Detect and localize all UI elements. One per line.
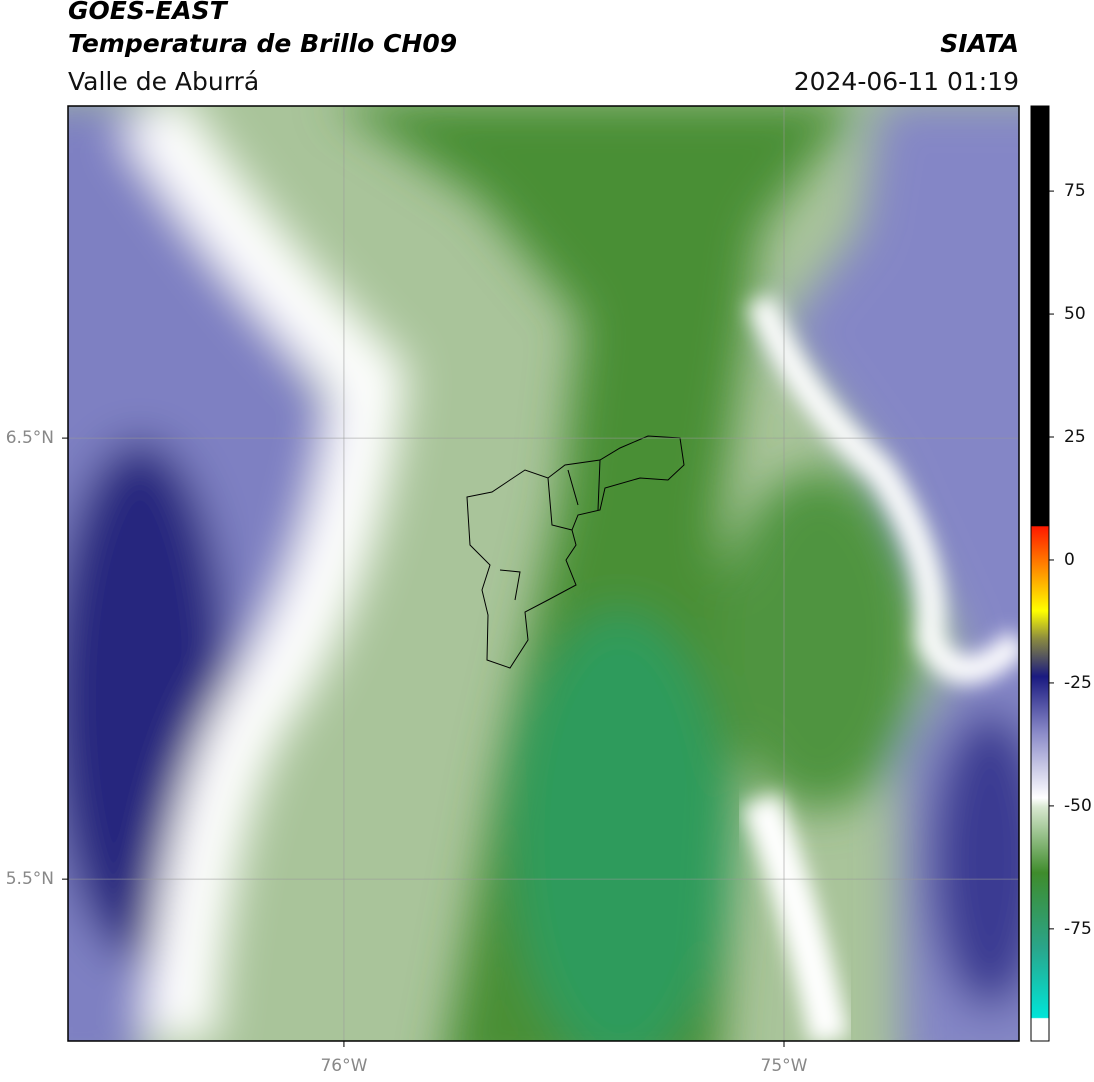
temperature-field [68,106,1019,1041]
colorbar-tick-label: -75 [1064,919,1092,939]
colorbar [1030,105,1050,1042]
map-frame [67,105,1020,1042]
cold-east-core [930,710,1019,1010]
colorbar-tick-label: -50 [1064,796,1092,816]
field-shapes [68,106,1019,1041]
region: Valle de Aburrá [68,67,259,96]
x-tick-label: 75°W [761,1056,808,1076]
white-band [120,106,407,1041]
warm-teal [510,610,730,1041]
y-tick-label: 6.5°N [6,428,54,448]
colorbar-tick-label: 25 [1064,427,1086,447]
white-band-east [747,294,1019,684]
x-tick-label: 76°W [320,1056,367,1076]
source: SIATA [940,29,1019,58]
white-band-southeast [741,792,850,1041]
municipal-boundaries [466,435,685,669]
y-tick-label: 5.5°N [6,869,54,889]
warm-east [720,470,920,810]
colorbar-tick-label: -25 [1064,673,1092,693]
colorbar-tick-label: 50 [1064,304,1086,324]
colorbar-tick-label: 0 [1064,550,1075,570]
subtitle: Temperatura de Brillo CH09 [68,29,457,58]
gridlines [68,106,1019,1041]
datetime: 2024-06-11 01:19 [794,67,1019,96]
colorbar-tick-label: 75 [1064,181,1086,201]
title: GOES-EAST [68,0,229,25]
